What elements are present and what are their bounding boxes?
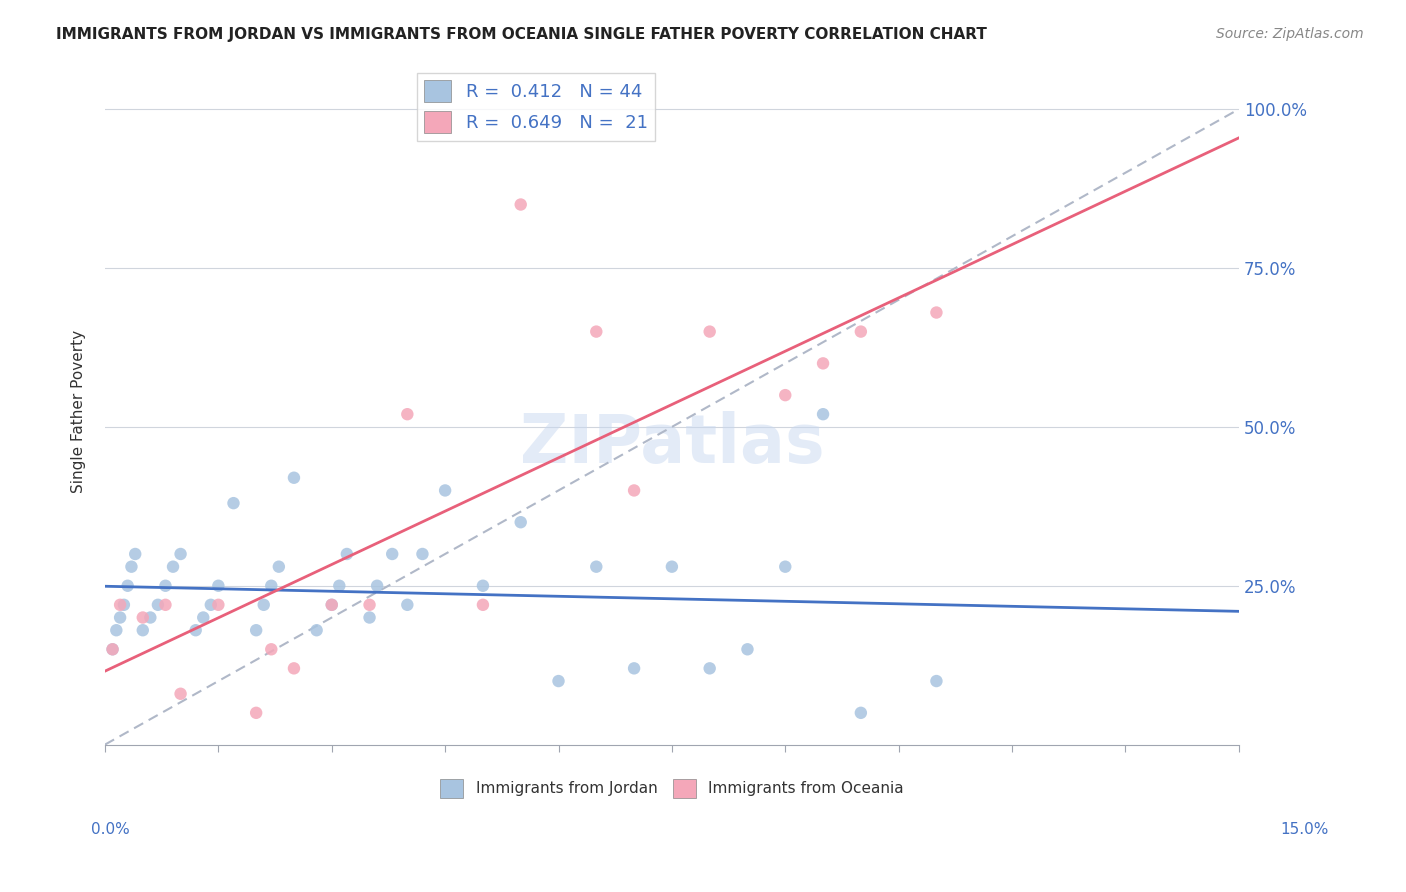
Point [359,610,381,624]
Point [184,624,207,638]
Point [396,598,419,612]
Point [321,598,343,612]
Point [108,598,131,612]
Point [434,483,457,498]
Text: Source: ZipAtlas.com: Source: ZipAtlas.com [1216,27,1364,41]
Point [245,706,267,720]
Point [509,515,531,529]
Point [321,598,343,612]
Point [775,388,797,402]
Point [169,547,191,561]
Point [207,598,229,612]
Point [396,407,419,421]
Point [775,559,797,574]
Point [105,624,128,638]
Point [661,559,683,574]
Point [260,642,283,657]
Point [471,579,494,593]
Point [547,674,569,689]
Point [849,706,872,720]
Text: 0.0%: 0.0% [91,822,131,837]
Point [336,547,359,561]
Point [117,579,139,593]
Point [328,579,350,593]
Point [471,598,494,612]
Point [925,305,948,319]
Point [139,610,162,624]
Point [737,642,759,657]
Point [193,610,215,624]
Y-axis label: Single Father Poverty: Single Father Poverty [72,329,86,492]
Point [305,624,328,638]
Point [585,559,607,574]
Text: IMMIGRANTS FROM JORDAN VS IMMIGRANTS FROM OCEANIA SINGLE FATHER POVERTY CORRELAT: IMMIGRANTS FROM JORDAN VS IMMIGRANTS FRO… [56,27,987,42]
Legend: Immigrants from Jordan, Immigrants from Oceania: Immigrants from Jordan, Immigrants from … [434,772,910,804]
Point [623,661,645,675]
Point [260,579,283,593]
Point [699,661,721,675]
Point [155,579,177,593]
Text: ZIPatlas: ZIPatlas [520,411,824,477]
Point [267,559,290,574]
Point [381,547,404,561]
Point [366,579,388,593]
Point [585,325,607,339]
Point [411,547,433,561]
Point [811,407,834,421]
Point [108,610,131,624]
Point [101,642,124,657]
Point [245,624,267,638]
Point [222,496,245,510]
Point [132,624,155,638]
Point [162,559,184,574]
Text: 15.0%: 15.0% [1281,822,1329,837]
Point [200,598,222,612]
Point [169,687,191,701]
Point [207,579,229,593]
Point [283,471,305,485]
Point [699,325,721,339]
Point [253,598,276,612]
Point [283,661,305,675]
Point [359,598,381,612]
Point [101,642,124,657]
Point [811,356,834,370]
Point [849,325,872,339]
Point [623,483,645,498]
Point [509,197,531,211]
Point [146,598,169,612]
Point [132,610,155,624]
Point [124,547,146,561]
Point [925,674,948,689]
Point [155,598,177,612]
Point [120,559,142,574]
Point [112,598,135,612]
